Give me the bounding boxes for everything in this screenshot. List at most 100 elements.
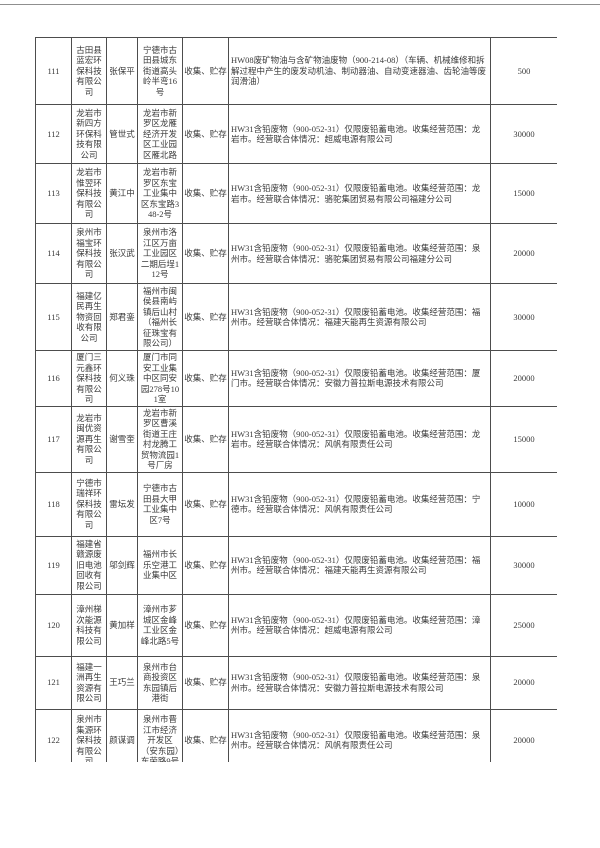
cell-quantity: 30000 xyxy=(490,535,557,595)
cell-quantity: 20000 xyxy=(490,655,557,710)
cell-quantity: 20000 xyxy=(490,350,557,407)
cell-operation-type: 收集、贮存 xyxy=(182,104,229,164)
cell-company-name: 宁德市瑞祥环保科技有限公司 xyxy=(71,471,107,537)
cell-waste-description: HW31含铅废物（900-052-31）仅限废铅蓄电池。收集经营范围：福州市。经… xyxy=(228,535,491,595)
cell-representative: 黄江中 xyxy=(106,163,138,224)
table-row: 114 泉州市福宝环保科技有限公司 张汉武 泉州市洛江区万亩工业园区二期后埕11… xyxy=(35,223,557,284)
cell-representative: 管世式 xyxy=(106,104,138,164)
cell-waste-description: HW31含铅废物（900-052-31）仅限废铅蓄电池。收集经营范围：龙岩市。经… xyxy=(228,163,491,224)
table-row: 121 福建一洲再生资源有限公司 王巧兰 泉州市台商投资区东园镇后港街 收集、贮… xyxy=(35,655,557,710)
cell-serial-number: 118 xyxy=(35,471,72,537)
cell-operation-type: 收集、贮存 xyxy=(182,350,229,407)
cell-serial-number: 117 xyxy=(35,405,72,473)
cell-address: 龙岩市新罗区曹溪街道王庄村龙腾工贸物流园1号厂房 xyxy=(137,405,183,473)
cell-company-name: 福建亿民再生物资回收有限公司 xyxy=(71,283,107,351)
cell-representative: 何义珠 xyxy=(106,350,138,407)
cell-address: 龙岩市新罗区龙雁经济开发区工业园区雁北路 xyxy=(137,104,183,164)
cell-waste-description: HW31含铅废物（900-052-31）仅限废铅蓄电池。收集经营范围：龙岩市。经… xyxy=(228,405,491,473)
cell-waste-description: HW31含铅废物（900-052-31）仅限废铅蓄电池。收集经营范围：福州市。经… xyxy=(228,283,491,351)
cell-operation-type: 收集、贮存 xyxy=(182,163,229,224)
cell-address: 福州市闽侯县南屿镇后山村（福州长征珠宝有限公司） xyxy=(137,283,183,351)
permit-table: 111 古田县蓝宏环保科技有限公司 张保平 宁德市古田县城东街道高头岭半弯16号… xyxy=(35,37,557,762)
cell-waste-description: HW31含铅废物（900-052-31）仅限废铅蓄电池。收集经营范围：厦门市。经… xyxy=(228,350,491,407)
cell-waste-description: HW31含铅废物（900-052-31）仅限废铅蓄电池。收集经营范围：漳州市。经… xyxy=(228,593,491,657)
cell-quantity: 10000 xyxy=(490,471,557,537)
cell-operation-type: 收集、贮存 xyxy=(182,471,229,537)
cell-representative: 郑君銮 xyxy=(106,283,138,351)
cell-serial-number: 112 xyxy=(35,104,72,164)
cell-operation-type: 收集、贮存 xyxy=(182,223,229,284)
table-row: 112 龙岩市新四方环保科技有限公司 管世式 龙岩市新罗区龙雁经济开发区工业园区… xyxy=(35,104,557,164)
cell-representative: 张汉武 xyxy=(106,223,138,284)
cell-representative: 雷坛发 xyxy=(106,471,138,537)
cell-company-name: 龙岩市惟翌环保科技有限公司 xyxy=(71,163,107,224)
cell-operation-type: 收集、贮存 xyxy=(182,405,229,473)
cell-representative: 邬剑辉 xyxy=(106,535,138,595)
cell-operation-type: 收集、贮存 xyxy=(182,708,229,762)
cell-operation-type: 收集、贮存 xyxy=(182,655,229,710)
cell-company-name: 泉州市福宝环保科技有限公司 xyxy=(71,223,107,284)
table-row: 111 古田县蓝宏环保科技有限公司 张保平 宁德市古田县城东街道高头岭半弯16号… xyxy=(35,37,557,105)
cell-company-name: 福建一洲再生资源有限公司 xyxy=(71,655,107,710)
cell-serial-number: 121 xyxy=(35,655,72,710)
cell-company-name: 厦门三元鑫环保科技有限公司 xyxy=(71,350,107,407)
cell-representative: 谢雪奎 xyxy=(106,405,138,473)
cell-company-name: 福建省赣源废旧电池回收有限公司 xyxy=(71,535,107,595)
cell-address: 泉州市台商投资区东园镇后港街 xyxy=(137,655,183,710)
table-row: 116 厦门三元鑫环保科技有限公司 何义珠 厦门市同安工业集中区同安园278号1… xyxy=(35,350,557,407)
table-row: 117 龙岩市闽优资源再生有限公司 谢雪奎 龙岩市新罗区曹溪街道王庄村龙腾工贸物… xyxy=(35,405,557,473)
cell-address: 泉州市洛江区万亩工业园区二期后埕112号 xyxy=(137,223,183,284)
table-row: 113 龙岩市惟翌环保科技有限公司 黄江中 龙岩市新罗区东宝工业集中区东宝路34… xyxy=(35,163,557,224)
cell-address: 宁德市古田县大甲工业集中区7号 xyxy=(137,471,183,537)
table-row: 118 宁德市瑞祥环保科技有限公司 雷坛发 宁德市古田县大甲工业集中区7号 收集… xyxy=(35,471,557,537)
cell-representative: 颜谋调 xyxy=(106,708,138,762)
table-row: 120 漳州梯次能源科技有限公司 黄加样 漳州市芗城区金峰工业区金峰北路5号 收… xyxy=(35,593,557,657)
cell-address: 漳州市芗城区金峰工业区金峰北路5号 xyxy=(137,593,183,657)
cell-waste-description: HW31含铅废物（900-052-31）仅限废铅蓄电池。收集经营范围：泉州市。经… xyxy=(228,655,491,710)
page-top-rule xyxy=(0,4,600,5)
cell-company-name: 龙岩市新四方环保科技有限公司 xyxy=(71,104,107,164)
cell-operation-type: 收集、贮存 xyxy=(182,283,229,351)
cell-company-name: 泉州市集源环保科技有限公司 xyxy=(71,708,107,762)
cell-representative: 黄加样 xyxy=(106,593,138,657)
cell-serial-number: 113 xyxy=(35,163,72,224)
cell-company-name: 古田县蓝宏环保科技有限公司 xyxy=(71,37,107,105)
cell-operation-type: 收集、贮存 xyxy=(182,535,229,595)
cell-operation-type: 收集、贮存 xyxy=(182,37,229,105)
cell-quantity: 30000 xyxy=(490,283,557,351)
cell-quantity: 25000 xyxy=(490,593,557,657)
permit-table-container: 111 古田县蓝宏环保科技有限公司 张保平 宁德市古田县城东街道高头岭半弯16号… xyxy=(35,37,557,762)
cell-address: 宁德市古田县城东街道高头岭半弯16号 xyxy=(137,37,183,105)
cell-serial-number: 111 xyxy=(35,37,72,105)
cell-quantity: 20000 xyxy=(490,223,557,284)
cell-serial-number: 120 xyxy=(35,593,72,657)
cell-serial-number: 122 xyxy=(35,708,72,762)
cell-serial-number: 115 xyxy=(35,283,72,351)
table-row: 122 泉州市集源环保科技有限公司 颜谋调 泉州市晋江市经济开发区（安东园）东荣… xyxy=(35,708,557,762)
cell-operation-type: 收集、贮存 xyxy=(182,593,229,657)
table-row: 119 福建省赣源废旧电池回收有限公司 邬剑辉 福州市长乐空港工业集中区 收集、… xyxy=(35,535,557,595)
cell-representative: 王巧兰 xyxy=(106,655,138,710)
cell-quantity: 15000 xyxy=(490,163,557,224)
table-row: 115 福建亿民再生物资回收有限公司 郑君銮 福州市闽侯县南屿镇后山村（福州长征… xyxy=(35,283,557,351)
cell-waste-description: HW31含铅废物（900-052-31）仅限废铅蓄电池。收集经营范围：宁德市。经… xyxy=(228,471,491,537)
cell-waste-description: HW31含铅废物（900-052-31）仅限废铅蓄电池。收集经营范围：泉州市。经… xyxy=(228,223,491,284)
cell-address: 厦门市同安工业集中区同安园278号101室 xyxy=(137,350,183,407)
cell-representative: 张保平 xyxy=(106,37,138,105)
cell-serial-number: 114 xyxy=(35,223,72,284)
cell-address: 龙岩市新罗区东宝工业集中区东宝路348-2号 xyxy=(137,163,183,224)
cell-quantity: 15000 xyxy=(490,405,557,473)
cell-waste-description: HW31含铅废物（900-052-31）仅限废铅蓄电池。收集经营范围：泉州市。经… xyxy=(228,708,491,762)
cell-quantity: 500 xyxy=(490,37,557,105)
cell-serial-number: 116 xyxy=(35,350,72,407)
cell-company-name: 龙岩市闽优资源再生有限公司 xyxy=(71,405,107,473)
cell-quantity: 30000 xyxy=(490,104,557,164)
cell-address: 福州市长乐空港工业集中区 xyxy=(137,535,183,595)
cell-waste-description: HW31含铅废物（900-052-31）仅限废铅蓄电池。收集经营范围：龙岩市。经… xyxy=(228,104,491,164)
cell-quantity: 20000 xyxy=(490,708,557,762)
cell-waste-description: HW08废矿物油与含矿物油废物（900-214-08）（车辆、机械维修和拆解过程… xyxy=(228,37,491,105)
cell-serial-number: 119 xyxy=(35,535,72,595)
cell-company-name: 漳州梯次能源科技有限公司 xyxy=(71,593,107,657)
cell-address: 泉州市晋江市经济开发区（安东园）东荣路9号 xyxy=(137,708,183,762)
